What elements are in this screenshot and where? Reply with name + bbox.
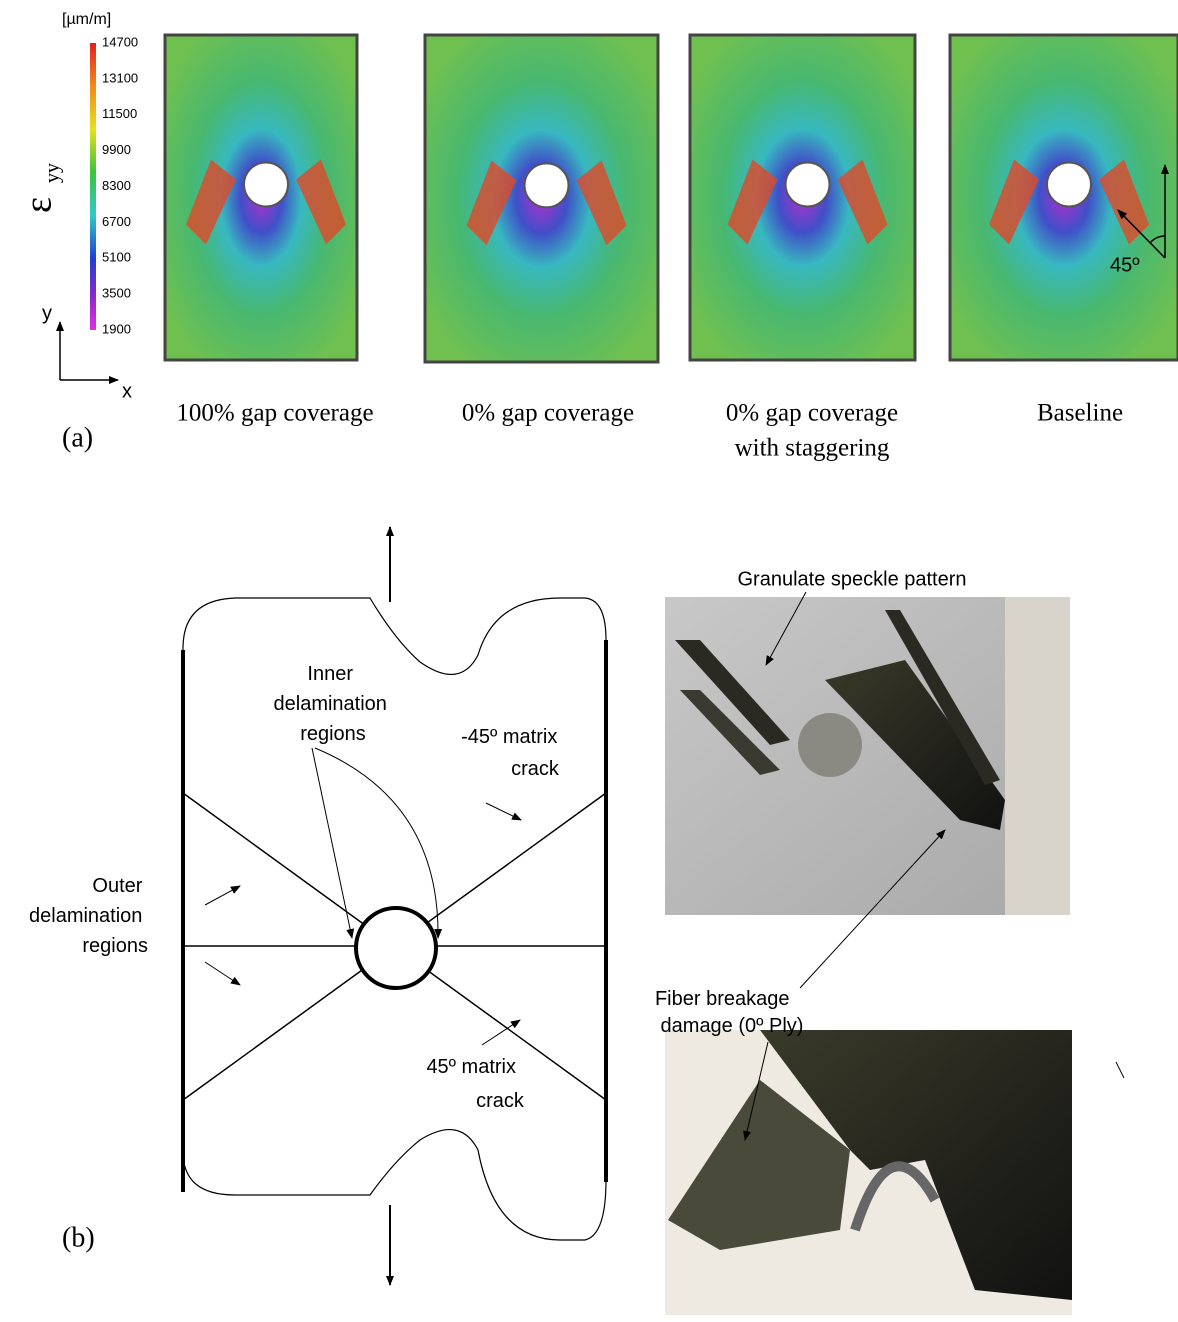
panel-label: (b) <box>62 1222 95 1253</box>
colorbar-tick: 5100 <box>102 250 131 265</box>
line: damage (0º Ply) <box>661 1015 804 1037</box>
subscript: yy <box>42 163 64 183</box>
hole <box>798 713 862 777</box>
colorbar-tick: 11500 <box>102 106 137 121</box>
caption: with staggering <box>735 435 890 462</box>
line: Outer <box>92 875 142 897</box>
colorbar-tick: 1900 <box>102 321 131 336</box>
line: delamination <box>29 905 142 927</box>
unit: [µm/m] <box>62 11 111 28</box>
line: regions <box>82 935 148 957</box>
specimen: 0% gap coverage with staggering <box>690 35 915 462</box>
caption: Baseline <box>1037 400 1123 427</box>
hole <box>244 163 288 207</box>
line: 45º matrix <box>426 1056 516 1078</box>
line: delamination <box>274 693 387 715</box>
hole <box>356 908 436 988</box>
x-label: x <box>122 380 132 402</box>
line: Fiber breakage <box>655 988 790 1010</box>
outer-label: Outer delamination regions <box>29 875 148 957</box>
pointer <box>312 748 352 938</box>
inner-label: Inner delamination regions <box>274 663 393 745</box>
specimen: 0% gap coverage <box>425 35 658 427</box>
panel-label: (a) <box>62 422 93 453</box>
pointer <box>486 803 521 820</box>
caption: 0% gap coverage <box>726 400 898 427</box>
y-label: y <box>42 302 52 324</box>
colorbar <box>90 43 96 330</box>
top-boundary <box>183 598 606 674</box>
speckle-photo <box>665 597 1070 915</box>
colorbar-tick: 6700 <box>102 214 131 229</box>
hole <box>786 163 830 207</box>
hole <box>525 163 569 207</box>
pos45-label: 45º matrix crack <box>426 1056 524 1112</box>
colorbar-tick: 14700 <box>102 34 138 49</box>
speckle-label: Granulate speckle pattern <box>737 568 966 590</box>
caption: 0% gap coverage <box>462 400 634 427</box>
fiber-label: Fiber breakage damage (0º Ply) <box>655 988 804 1037</box>
figure: [µm/m] 14700 13100 11500 9900 8300 6700 5100 35… <box>0 0 1178 1322</box>
line: Inner <box>307 663 353 685</box>
colorbar-tick: 13100 <box>102 70 138 85</box>
hole <box>1047 163 1091 207</box>
line: regions <box>300 723 366 745</box>
stray-mark <box>1116 1062 1124 1078</box>
colorbar-tick: 9900 <box>102 142 131 157</box>
angle-label: 45º <box>1110 254 1140 276</box>
symbol: ε <box>18 197 60 213</box>
caption: 100% gap coverage <box>176 400 373 427</box>
line: -45º matrix <box>461 726 557 748</box>
line: crack <box>476 1090 525 1112</box>
photo-edge <box>1005 597 1070 915</box>
bottom-boundary <box>183 1130 606 1240</box>
pointer <box>315 748 438 938</box>
specimen: Baseline <box>950 35 1178 427</box>
pointer <box>205 962 240 985</box>
line: crack <box>511 758 560 780</box>
colorbar-tick: 3500 <box>102 286 131 301</box>
pointer <box>205 886 240 905</box>
colorbar-tick: 8300 <box>102 178 131 193</box>
strain-symbol: ε yy <box>18 163 64 213</box>
fiber-photo <box>665 1030 1072 1315</box>
neg45-label: -45º matrix crack <box>461 726 563 780</box>
specimen: 100% gap coverage <box>165 35 374 427</box>
